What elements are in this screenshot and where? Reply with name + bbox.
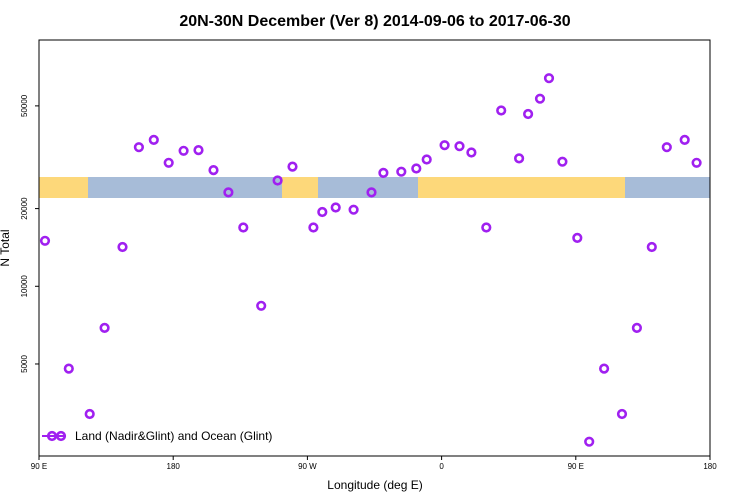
data-point [99, 322, 110, 334]
data-point [378, 167, 389, 178]
data-point [679, 134, 690, 145]
data-point [193, 145, 204, 156]
data-point [631, 322, 643, 334]
y-tick-label: 5000 [20, 355, 29, 373]
world-map-band [39, 177, 710, 198]
x-tick-label: 90 E [568, 462, 584, 471]
data-point [63, 363, 74, 374]
data-point [522, 108, 534, 120]
data-point [208, 165, 219, 176]
data-point [317, 206, 328, 218]
data-point [466, 147, 477, 158]
x-tick-label: 180 [167, 462, 181, 471]
data-point [572, 232, 583, 243]
data-point [117, 241, 128, 253]
data-point [598, 363, 610, 374]
y-tick-label: 10000 [20, 275, 29, 298]
x-tick-label: 90 E [31, 462, 47, 471]
data-point [287, 161, 298, 172]
data-point [84, 408, 95, 420]
x-axis: 90 E 180 90 W 0 90 E 180 [31, 456, 717, 471]
map-land [418, 177, 625, 198]
y-tick-label: 50000 [20, 94, 29, 117]
x-tick-label: 90 W [298, 462, 317, 471]
data-point [439, 140, 450, 151]
y-axis-label: N Total [0, 229, 12, 266]
x-tick-label: 180 [703, 462, 717, 471]
data-point [348, 204, 359, 215]
x-axis-label: Longitude (deg E) [327, 478, 422, 492]
data-point [584, 436, 595, 447]
data-points [39, 73, 702, 447]
data-point [238, 222, 249, 233]
data-point [39, 235, 51, 246]
y-tick-label: 20000 [20, 197, 29, 220]
data-point [513, 153, 525, 164]
legend-label: Land (Nadir&Glint) and Ocean (Glint) [75, 429, 272, 443]
legend-marker [46, 430, 58, 442]
map-land [39, 177, 88, 198]
data-point [661, 142, 672, 153]
data-point [557, 156, 568, 167]
data-point [133, 142, 144, 153]
chart-title: 20N-30N December (Ver 8) 2014-09-06 to 2… [179, 13, 570, 30]
plot-frame [38, 39, 711, 457]
data-point [396, 166, 407, 177]
data-point [454, 141, 465, 152]
legend: Land (Nadir&Glint) and Ocean (Glint) [42, 429, 272, 443]
x-tick-label: 0 [439, 462, 444, 471]
legend-marker [55, 430, 67, 442]
data-point [534, 93, 546, 104]
data-point [616, 408, 628, 420]
map-land [282, 177, 318, 198]
data-point [481, 222, 492, 233]
data-point [646, 241, 657, 253]
data-point [223, 187, 234, 198]
data-point [496, 105, 507, 116]
data-point [330, 202, 341, 213]
data-point [163, 157, 174, 168]
data-point [543, 73, 555, 84]
data-point [691, 157, 702, 168]
data-point [308, 222, 319, 233]
y-axis: 5000 10000 20000 50000 [20, 94, 39, 373]
data-point [366, 187, 377, 198]
data-point [148, 134, 159, 145]
data-point [272, 175, 283, 186]
data-point [178, 145, 189, 156]
data-point [421, 154, 432, 165]
data-point [256, 300, 267, 311]
data-point [411, 163, 422, 174]
